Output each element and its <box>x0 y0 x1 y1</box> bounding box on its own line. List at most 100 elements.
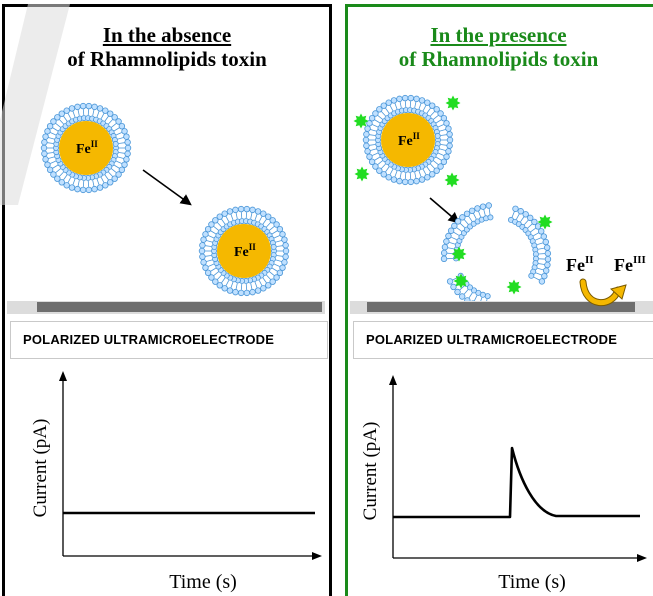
lipid-tail <box>468 216 473 222</box>
lipid-tail <box>205 255 212 257</box>
lipid-tail <box>377 115 383 120</box>
vesicle-fe-label: FeII <box>234 242 256 260</box>
lipid-tail <box>48 137 55 140</box>
lipid-head <box>463 210 471 218</box>
lipid-head <box>74 103 81 111</box>
lipid-tail <box>274 235 280 239</box>
lipid-tail <box>258 280 263 286</box>
lipid-head <box>74 185 81 193</box>
lipid-head <box>202 231 209 238</box>
lipid-head <box>380 171 387 178</box>
lipid-head <box>118 166 126 174</box>
lipid-tail <box>63 174 68 181</box>
lipid-tail <box>370 148 377 151</box>
lipid-tail <box>433 115 439 120</box>
lipid-head <box>434 132 441 139</box>
lipid-head <box>273 274 280 281</box>
lipid-tail <box>439 148 446 151</box>
lipid-head <box>445 148 452 155</box>
right-panel: In the presence of Rhamnolipids toxin PO… <box>345 4 653 596</box>
lipid-tail <box>449 241 456 245</box>
lipid-tail <box>374 156 381 161</box>
left-arrow <box>142 169 192 206</box>
lipid-head <box>249 206 256 214</box>
lipid-head <box>512 205 519 212</box>
lipid-head <box>200 236 207 243</box>
left-plot-ylabel: Current (pA) <box>30 419 51 518</box>
lipid-head <box>269 217 276 224</box>
lipid-tail <box>254 214 258 221</box>
lipid-tail <box>414 101 417 108</box>
right-plot-y-arrowhead <box>389 375 397 385</box>
lipid-head <box>85 186 93 194</box>
lipid-tail <box>439 129 446 132</box>
lipid-tail <box>533 232 539 237</box>
lipid-head <box>199 253 206 260</box>
lipid-head <box>63 107 70 114</box>
ruptured-vesicle <box>440 202 553 312</box>
lipid-head <box>118 122 126 130</box>
lipid-tail <box>435 119 442 124</box>
toxin-marker <box>445 95 461 111</box>
lipid-tail <box>453 231 460 236</box>
lipid-head <box>401 94 409 102</box>
lipid-head <box>538 278 546 285</box>
right-plot-ylabel: Current (pA) <box>360 422 381 521</box>
lipid-head <box>42 133 49 140</box>
lipid-tail <box>537 242 544 245</box>
lipid-tail <box>225 216 230 222</box>
oxidation-arrow-head <box>609 284 627 300</box>
right-title: In the presence of Rhamnolipids toxin <box>348 23 653 71</box>
lipid-tail <box>372 124 378 128</box>
lipid-head <box>107 179 114 186</box>
lipid-head <box>111 114 118 121</box>
lipid-tail <box>111 168 117 173</box>
lipid-tail <box>206 259 213 262</box>
lipid-tail <box>385 166 390 173</box>
lipid-head <box>544 255 552 263</box>
lipid-head <box>237 289 245 297</box>
lipid-tail <box>430 163 435 169</box>
toxin-marker <box>451 246 467 262</box>
lipid-head <box>200 259 207 266</box>
lipid-head <box>475 289 482 296</box>
lipid-tail <box>206 240 213 243</box>
lipid-head <box>429 171 436 178</box>
lipid-tail <box>460 223 465 228</box>
lipid-head <box>237 205 245 213</box>
lipid-tail <box>104 115 109 122</box>
lipid-tail <box>55 123 61 128</box>
lipid-head <box>276 269 284 277</box>
lipid-head <box>202 264 209 271</box>
lipid-head <box>407 178 415 186</box>
lipid-head <box>429 102 436 109</box>
lipid-tail <box>77 180 80 187</box>
lipid-head <box>437 163 444 170</box>
lipid-head <box>413 177 420 185</box>
lipid-tail <box>116 160 122 164</box>
left-electrode-label: POLARIZED ULTRAMICROELECTRODE <box>23 332 275 347</box>
lipid-head <box>363 131 370 138</box>
left-panel: In the absence of Rhamnolipids toxin POL… <box>2 4 332 596</box>
lipid-head <box>221 285 228 292</box>
lipid-tail <box>372 152 378 156</box>
lipid-tail <box>533 276 540 281</box>
lipid-head <box>443 238 450 245</box>
lipid-head <box>260 210 267 217</box>
lipid-tail <box>483 209 486 216</box>
lipid-head <box>433 167 440 174</box>
lipid-tail <box>478 211 482 217</box>
lipid-tail <box>210 267 217 272</box>
lipid-tail <box>426 166 431 173</box>
lipid-tail <box>527 223 533 229</box>
lipid-tail <box>381 163 386 169</box>
lipid-tail <box>468 292 473 299</box>
lipid-tail <box>385 107 390 114</box>
lipid-head <box>273 221 280 228</box>
iron-core <box>59 121 113 175</box>
lipid-tail <box>117 156 124 159</box>
lipid-tail <box>225 280 230 286</box>
lipid-head <box>517 208 524 215</box>
lipid-tail <box>205 245 212 247</box>
left-title: In the absence of Rhamnolipids toxin <box>5 23 329 71</box>
